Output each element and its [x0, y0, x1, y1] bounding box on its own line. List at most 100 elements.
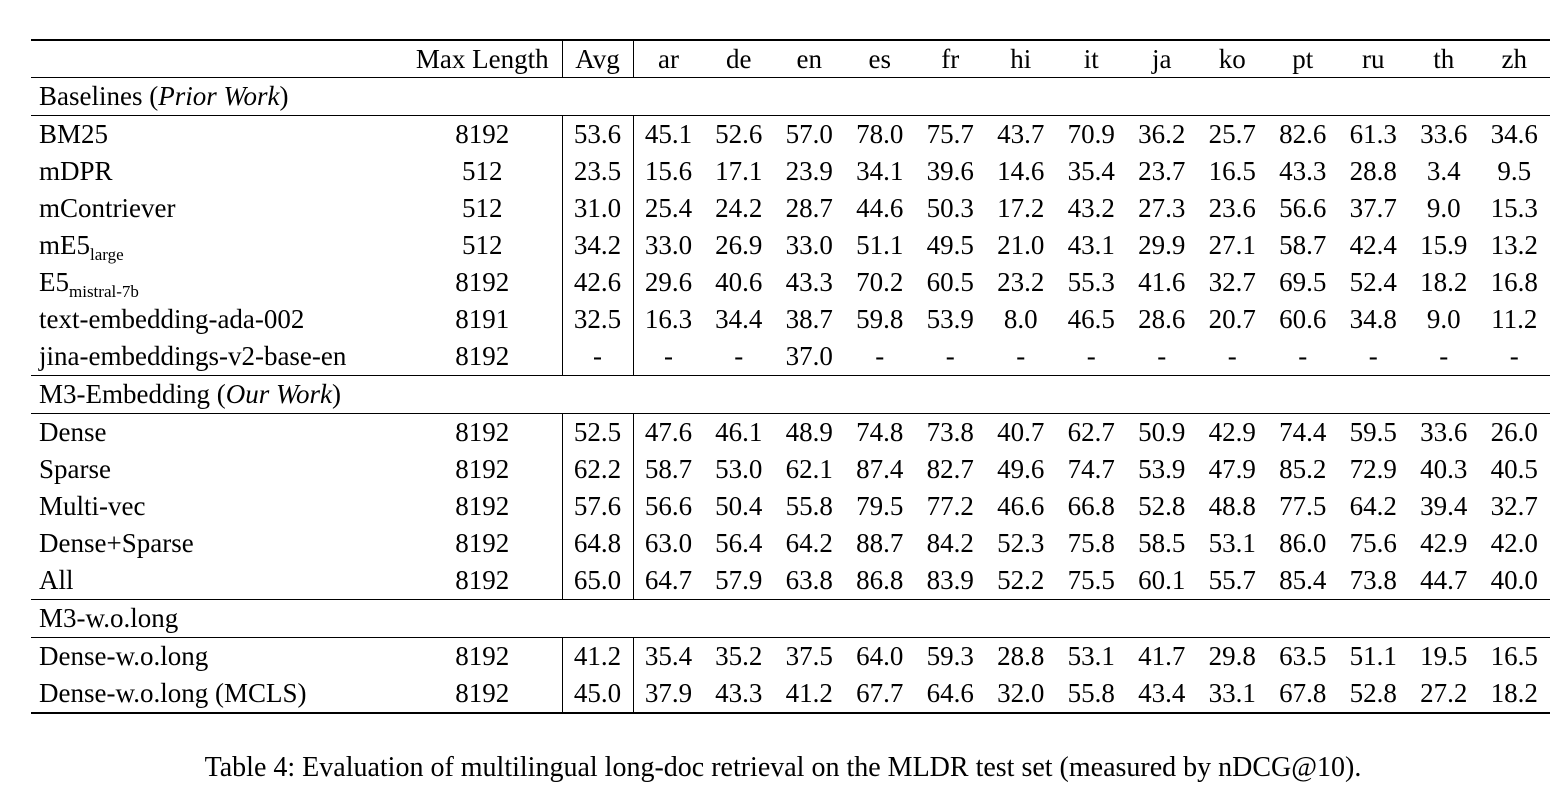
- header-avg: Avg: [561, 39, 634, 78]
- score-cell-fr: 49.5: [926, 230, 974, 260]
- score-cell-hi: 32.0: [985, 675, 1056, 714]
- table-row: Dense-w.o.long 8192 41.2 35.4 35.2 37.5 64.0 59…: [31, 637, 1550, 675]
- score-cell-pt: 43.3: [1279, 156, 1327, 186]
- score-cell-it: 75.8: [1067, 528, 1115, 558]
- model-name: mDPR: [39, 156, 113, 186]
- table-row: BM25 8192 53.6 45.1 52.6 57.0 78.0 75.7 43.7 70.9…: [31, 115, 1550, 153]
- score-cell-ru: 28.8: [1349, 156, 1397, 186]
- score-cell-de: 50.4: [715, 491, 763, 521]
- score-cell-ja: 28.6: [1138, 304, 1186, 334]
- table-row: Multi-vec 8192 57.6 56.6 50.4 55.8 79.5 77.2 46.…: [31, 488, 1550, 525]
- score-cell-fr: 75.7: [915, 115, 986, 153]
- score-cell-pt: 67.8: [1267, 675, 1338, 714]
- score-cell-fr: 50.3: [926, 193, 974, 223]
- score-cell-it: 74.7: [1067, 454, 1115, 484]
- table-row: Dense-w.o.long (MCLS) 8192 45.0 37.9 43.3 41.…: [31, 675, 1550, 714]
- max-length-cell: 8192: [455, 267, 510, 297]
- score-cell-ar: 56.6: [644, 491, 693, 521]
- score-cell-th: 33.6: [1408, 115, 1479, 153]
- score-cell-es: 86.8: [856, 565, 904, 595]
- score-cell-hi: 40.7: [985, 413, 1056, 451]
- avg-cell: 41.2: [561, 637, 634, 675]
- model-name: mE5large: [39, 230, 124, 264]
- header-lang-ar: ar: [633, 39, 704, 78]
- score-cell-en: 62.1: [785, 454, 833, 484]
- score-cell-hi: -: [1016, 341, 1026, 371]
- score-cell-ko: 16.5: [1208, 156, 1256, 186]
- table-row: mContriever 512 31.0 25.4 24.2 28.7 44.6 50.3 17…: [31, 190, 1550, 227]
- score-cell-es: 78.0: [844, 115, 915, 153]
- score-cell-zh: 40.5: [1490, 454, 1538, 484]
- score-cell-fr: 77.2: [926, 491, 974, 521]
- score-cell-zh: 13.2: [1490, 230, 1538, 260]
- score-cell-en: 48.9: [774, 413, 845, 451]
- score-cell-fr: 60.5: [926, 267, 974, 297]
- score-cell-hi: 46.6: [997, 491, 1045, 521]
- table-row: All 8192 65.0 64.7 57.9 63.8 86.8 83.9 52.2 75.5 6…: [31, 562, 1550, 600]
- score-cell-ko: 53.1: [1208, 528, 1256, 558]
- table-row: mDPR 512 23.5 15.6 17.1 23.9 34.1 39.6 14.6 35.4 2…: [31, 153, 1550, 190]
- score-cell-zh: 26.0: [1479, 413, 1550, 451]
- score-cell-ar: 58.7: [644, 454, 693, 484]
- score-cell-ko: -: [1227, 341, 1237, 371]
- max-length-cell: 8192: [403, 675, 562, 714]
- score-cell-ko: 55.7: [1208, 565, 1256, 595]
- score-cell-ja: 43.4: [1126, 675, 1197, 714]
- score-cell-fr: -: [945, 341, 955, 371]
- score-cell-it: 43.1: [1067, 230, 1115, 260]
- avg-cell: 52.5: [561, 413, 634, 451]
- score-cell-pt: 56.6: [1279, 193, 1327, 223]
- score-cell-th: 44.7: [1420, 565, 1468, 595]
- score-cell-ja: 41.7: [1126, 637, 1197, 675]
- score-cell-ko: 20.7: [1208, 304, 1256, 334]
- score-cell-hi: 43.7: [985, 115, 1056, 153]
- score-cell-es: -: [875, 341, 885, 371]
- score-cell-ko: 29.8: [1197, 637, 1268, 675]
- score-cell-de: 35.2: [703, 637, 774, 675]
- score-cell-ar: 15.6: [644, 156, 693, 186]
- avg-cell: 53.6: [561, 115, 634, 153]
- score-cell-de: 40.6: [715, 267, 763, 297]
- score-cell-de: 17.1: [715, 156, 763, 186]
- avg-cell: 23.5: [561, 153, 634, 190]
- header-lang-es: es: [844, 39, 915, 78]
- score-cell-th: 18.2: [1420, 267, 1468, 297]
- score-cell-ru: 72.9: [1349, 454, 1397, 484]
- score-cell-en: 37.5: [774, 637, 845, 675]
- avg-cell: 57.6: [561, 488, 634, 525]
- score-cell-ko: 33.1: [1197, 675, 1268, 714]
- model-name: Dense-w.o.long (MCLS): [31, 675, 403, 714]
- score-cell-it: 55.8: [1056, 675, 1127, 714]
- max-length-cell: 8192: [455, 565, 510, 595]
- score-cell-en: 33.0: [785, 230, 833, 260]
- score-cell-es: 59.8: [856, 304, 904, 334]
- score-cell-fr: 39.6: [926, 156, 974, 186]
- score-cell-pt: 63.5: [1267, 637, 1338, 675]
- model-name: text-embedding-ada-002: [39, 304, 305, 334]
- score-cell-ru: 37.7: [1349, 193, 1397, 223]
- score-cell-pt: -: [1298, 341, 1308, 371]
- score-cell-pt: 77.5: [1279, 491, 1327, 521]
- score-cell-ar: 63.0: [644, 528, 693, 558]
- score-cell-en: 23.9: [785, 156, 833, 186]
- score-cell-zh: 34.6: [1479, 115, 1550, 153]
- score-cell-ar: 37.9: [633, 675, 704, 714]
- score-cell-ja: -: [1157, 341, 1167, 371]
- score-cell-ja: 29.9: [1138, 230, 1186, 260]
- model-name: E5mistral-7b: [39, 267, 139, 301]
- score-cell-th: 3.4: [1426, 156, 1461, 186]
- score-cell-th: 15.9: [1420, 230, 1468, 260]
- score-cell-ar: -: [664, 341, 673, 371]
- model-name: Sparse: [39, 454, 111, 484]
- score-cell-th: 9.0: [1426, 304, 1461, 334]
- score-cell-zh: 40.0: [1490, 565, 1538, 595]
- score-cell-pt: 74.4: [1267, 413, 1338, 451]
- score-cell-ko: 42.9: [1197, 413, 1268, 451]
- header-lang-hi: hi: [985, 39, 1056, 78]
- avg-cell: 42.6: [561, 264, 634, 301]
- score-cell-zh: 42.0: [1490, 528, 1538, 558]
- score-cell-ar: 16.3: [644, 304, 693, 334]
- score-cell-ar: 47.6: [633, 413, 704, 451]
- max-length-cell: 8192: [455, 341, 510, 371]
- score-cell-pt: 85.4: [1279, 565, 1327, 595]
